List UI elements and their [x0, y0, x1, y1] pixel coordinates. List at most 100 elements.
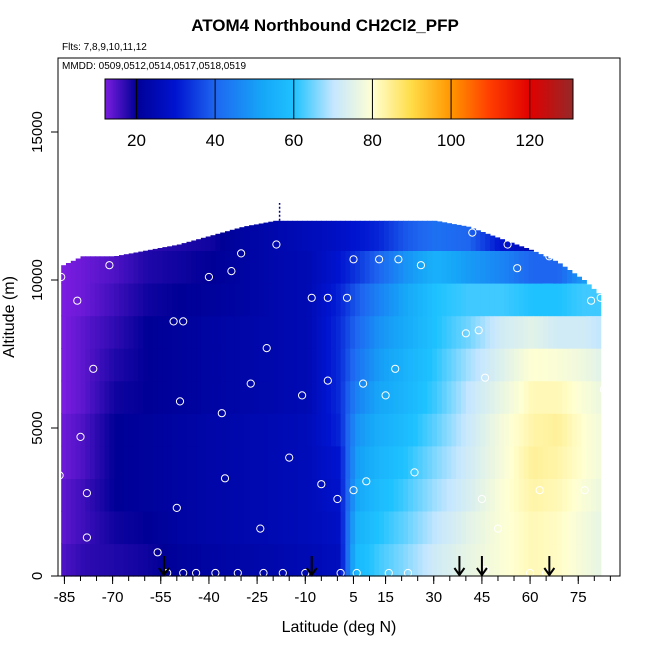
heatmap-cell [485, 445, 491, 479]
heatmap-cell [393, 250, 399, 284]
heatmap-cell [335, 478, 342, 512]
heatmap-cell [268, 510, 274, 545]
heatmap-cell [249, 283, 255, 317]
heatmap-cell [355, 315, 361, 349]
heatmap-cell [403, 380, 409, 414]
heatmap-cell [465, 226, 472, 251]
heatmap-cell [119, 413, 125, 447]
heatmap-cell [268, 250, 274, 284]
heatmap-cell [576, 315, 582, 349]
heatmap-cell [172, 250, 178, 284]
heatmap-cell [287, 380, 293, 414]
heatmap-cell [297, 348, 303, 382]
heatmap-cell [528, 250, 534, 284]
heatmap-cell [133, 543, 139, 577]
heatmap-cell [436, 283, 443, 317]
profile-arrows [158, 556, 556, 577]
heatmap-cell [359, 380, 366, 414]
plot-frame [57, 57, 621, 577]
heatmap-cell [542, 510, 549, 545]
heatmap-cell [523, 510, 530, 545]
heatmap-cell [436, 445, 443, 479]
heatmap-cell [364, 348, 371, 382]
heatmap-cell [249, 543, 255, 577]
heatmap-cell [586, 380, 592, 414]
heatmap-cell [186, 380, 192, 414]
heatmap-cell [210, 413, 216, 447]
heatmap-cell [567, 315, 573, 349]
heatmap-cell [571, 315, 578, 349]
heatmap-cell [432, 413, 438, 447]
heatmap-cell [258, 510, 265, 545]
heatmap-cell [234, 228, 240, 251]
heatmap-cell [200, 478, 207, 512]
heatmap-cell [331, 510, 337, 545]
heatmap-cell [278, 445, 284, 479]
heatmap-cell [412, 250, 419, 284]
heatmap-cell [181, 348, 187, 382]
heatmap-cell [229, 543, 236, 577]
heatmap-cell [446, 543, 452, 577]
heatmap-cell [499, 413, 505, 447]
heatmap-cell [359, 478, 366, 512]
heatmap-cell [470, 510, 477, 545]
heatmap-cell [133, 380, 139, 414]
heatmap-cell [432, 315, 438, 349]
heatmap-cell [85, 283, 91, 317]
heatmap-cell [147, 380, 154, 414]
colorbar-tick-label: 100 [437, 131, 465, 150]
heatmap-cell [263, 413, 269, 447]
heatmap-cell [427, 250, 433, 284]
heatmap-cell [489, 315, 496, 349]
heatmap-cell [66, 283, 72, 317]
y-axis: 0 5000 10000 15000 [29, 111, 58, 580]
heatmap-cell [85, 413, 91, 447]
heatmap-cell [379, 413, 385, 447]
heatmap-cell [316, 413, 322, 447]
sample-point [179, 568, 188, 578]
heatmap-cell [441, 510, 448, 545]
heatmap-cell [157, 250, 163, 284]
heatmap-cell [509, 478, 515, 512]
heatmap-cell [273, 478, 279, 512]
sample-point [352, 568, 361, 578]
heatmap-cell [302, 348, 308, 382]
heatmap-cell [331, 380, 337, 414]
heatmap-cell [340, 380, 346, 414]
heatmap-cell [123, 510, 130, 545]
heatmap-cell [128, 283, 135, 317]
heatmap-cell [157, 478, 163, 512]
heatmap-cell [263, 283, 269, 317]
heatmap-cell [499, 239, 505, 251]
sample-point [153, 548, 162, 557]
heatmap-cell [282, 348, 289, 382]
heatmap-cell [292, 478, 298, 512]
heatmap-cell [552, 445, 558, 479]
heatmap-cell [133, 510, 139, 545]
colorbar-tick-label: 60 [284, 131, 303, 150]
heatmap-cell [326, 315, 332, 349]
heatmap-cell [99, 380, 106, 414]
heatmap-cell [234, 380, 240, 414]
heatmap-cell [340, 250, 346, 284]
heatmap-cell [379, 315, 385, 349]
heatmap-cell [172, 510, 178, 545]
heatmap-cell [403, 283, 409, 317]
heatmap-cell [388, 413, 395, 447]
y-tick-label: 15000 [29, 111, 46, 153]
heatmap-cell [326, 250, 332, 284]
heatmap-cell [374, 478, 380, 512]
heatmap-cell [292, 543, 298, 577]
sample-point [535, 486, 544, 495]
heatmap-cell [461, 510, 467, 545]
heatmap-cell [234, 250, 240, 284]
heatmap-cell [475, 478, 481, 512]
heatmap-cell [239, 543, 245, 577]
heatmap-cell [263, 543, 269, 577]
heatmap-cell [205, 315, 212, 349]
heatmap-cell [345, 250, 351, 284]
heatmap-cell [85, 256, 91, 284]
heatmap-cell [595, 315, 602, 349]
heatmap-cell [581, 348, 587, 382]
heatmap-cell [412, 543, 419, 577]
